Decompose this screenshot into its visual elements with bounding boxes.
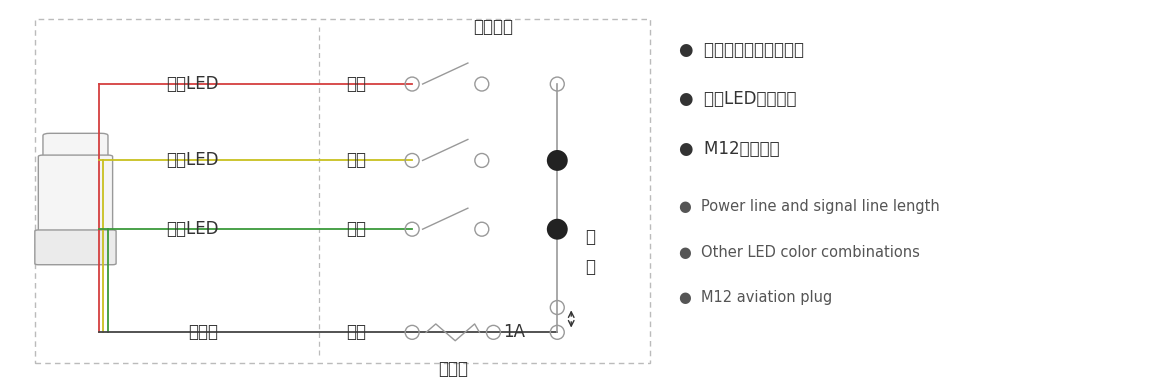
Text: 黄色LED: 黄色LED	[166, 151, 218, 170]
Ellipse shape	[547, 219, 568, 240]
Text: 压: 压	[585, 258, 594, 277]
Text: ●  Power line and signal line length: ● Power line and signal line length	[679, 199, 940, 214]
Text: 电: 电	[585, 228, 594, 246]
Text: 红线: 红线	[346, 75, 366, 93]
Bar	[35, 19, 650, 363]
Text: ●  M12航空插头: ● M12航空插头	[679, 140, 780, 158]
FancyBboxPatch shape	[38, 155, 113, 235]
Text: ●  Other LED color combinations: ● Other LED color combinations	[679, 244, 920, 260]
Text: ●  电源线和信号线的长度: ● 电源线和信号线的长度	[679, 40, 805, 59]
Text: ●  其他LED颜色组合: ● 其他LED颜色组合	[679, 90, 796, 108]
Text: 黑线: 黑线	[346, 323, 366, 342]
Text: 绿色LED: 绿色LED	[166, 220, 218, 238]
Text: 红色LED: 红色LED	[166, 75, 218, 93]
Text: 电源线: 电源线	[188, 323, 218, 342]
Text: 1A: 1A	[504, 323, 525, 342]
FancyBboxPatch shape	[43, 133, 108, 163]
Text: ●  M12 aviation plug: ● M12 aviation plug	[679, 290, 832, 306]
Text: 黄线: 黄线	[346, 151, 366, 170]
Text: 保险丝: 保险丝	[438, 359, 468, 378]
Text: 绿线: 绿线	[346, 220, 366, 238]
FancyBboxPatch shape	[35, 230, 116, 265]
Text: 外部接点: 外部接点	[474, 18, 513, 36]
Ellipse shape	[547, 150, 568, 171]
